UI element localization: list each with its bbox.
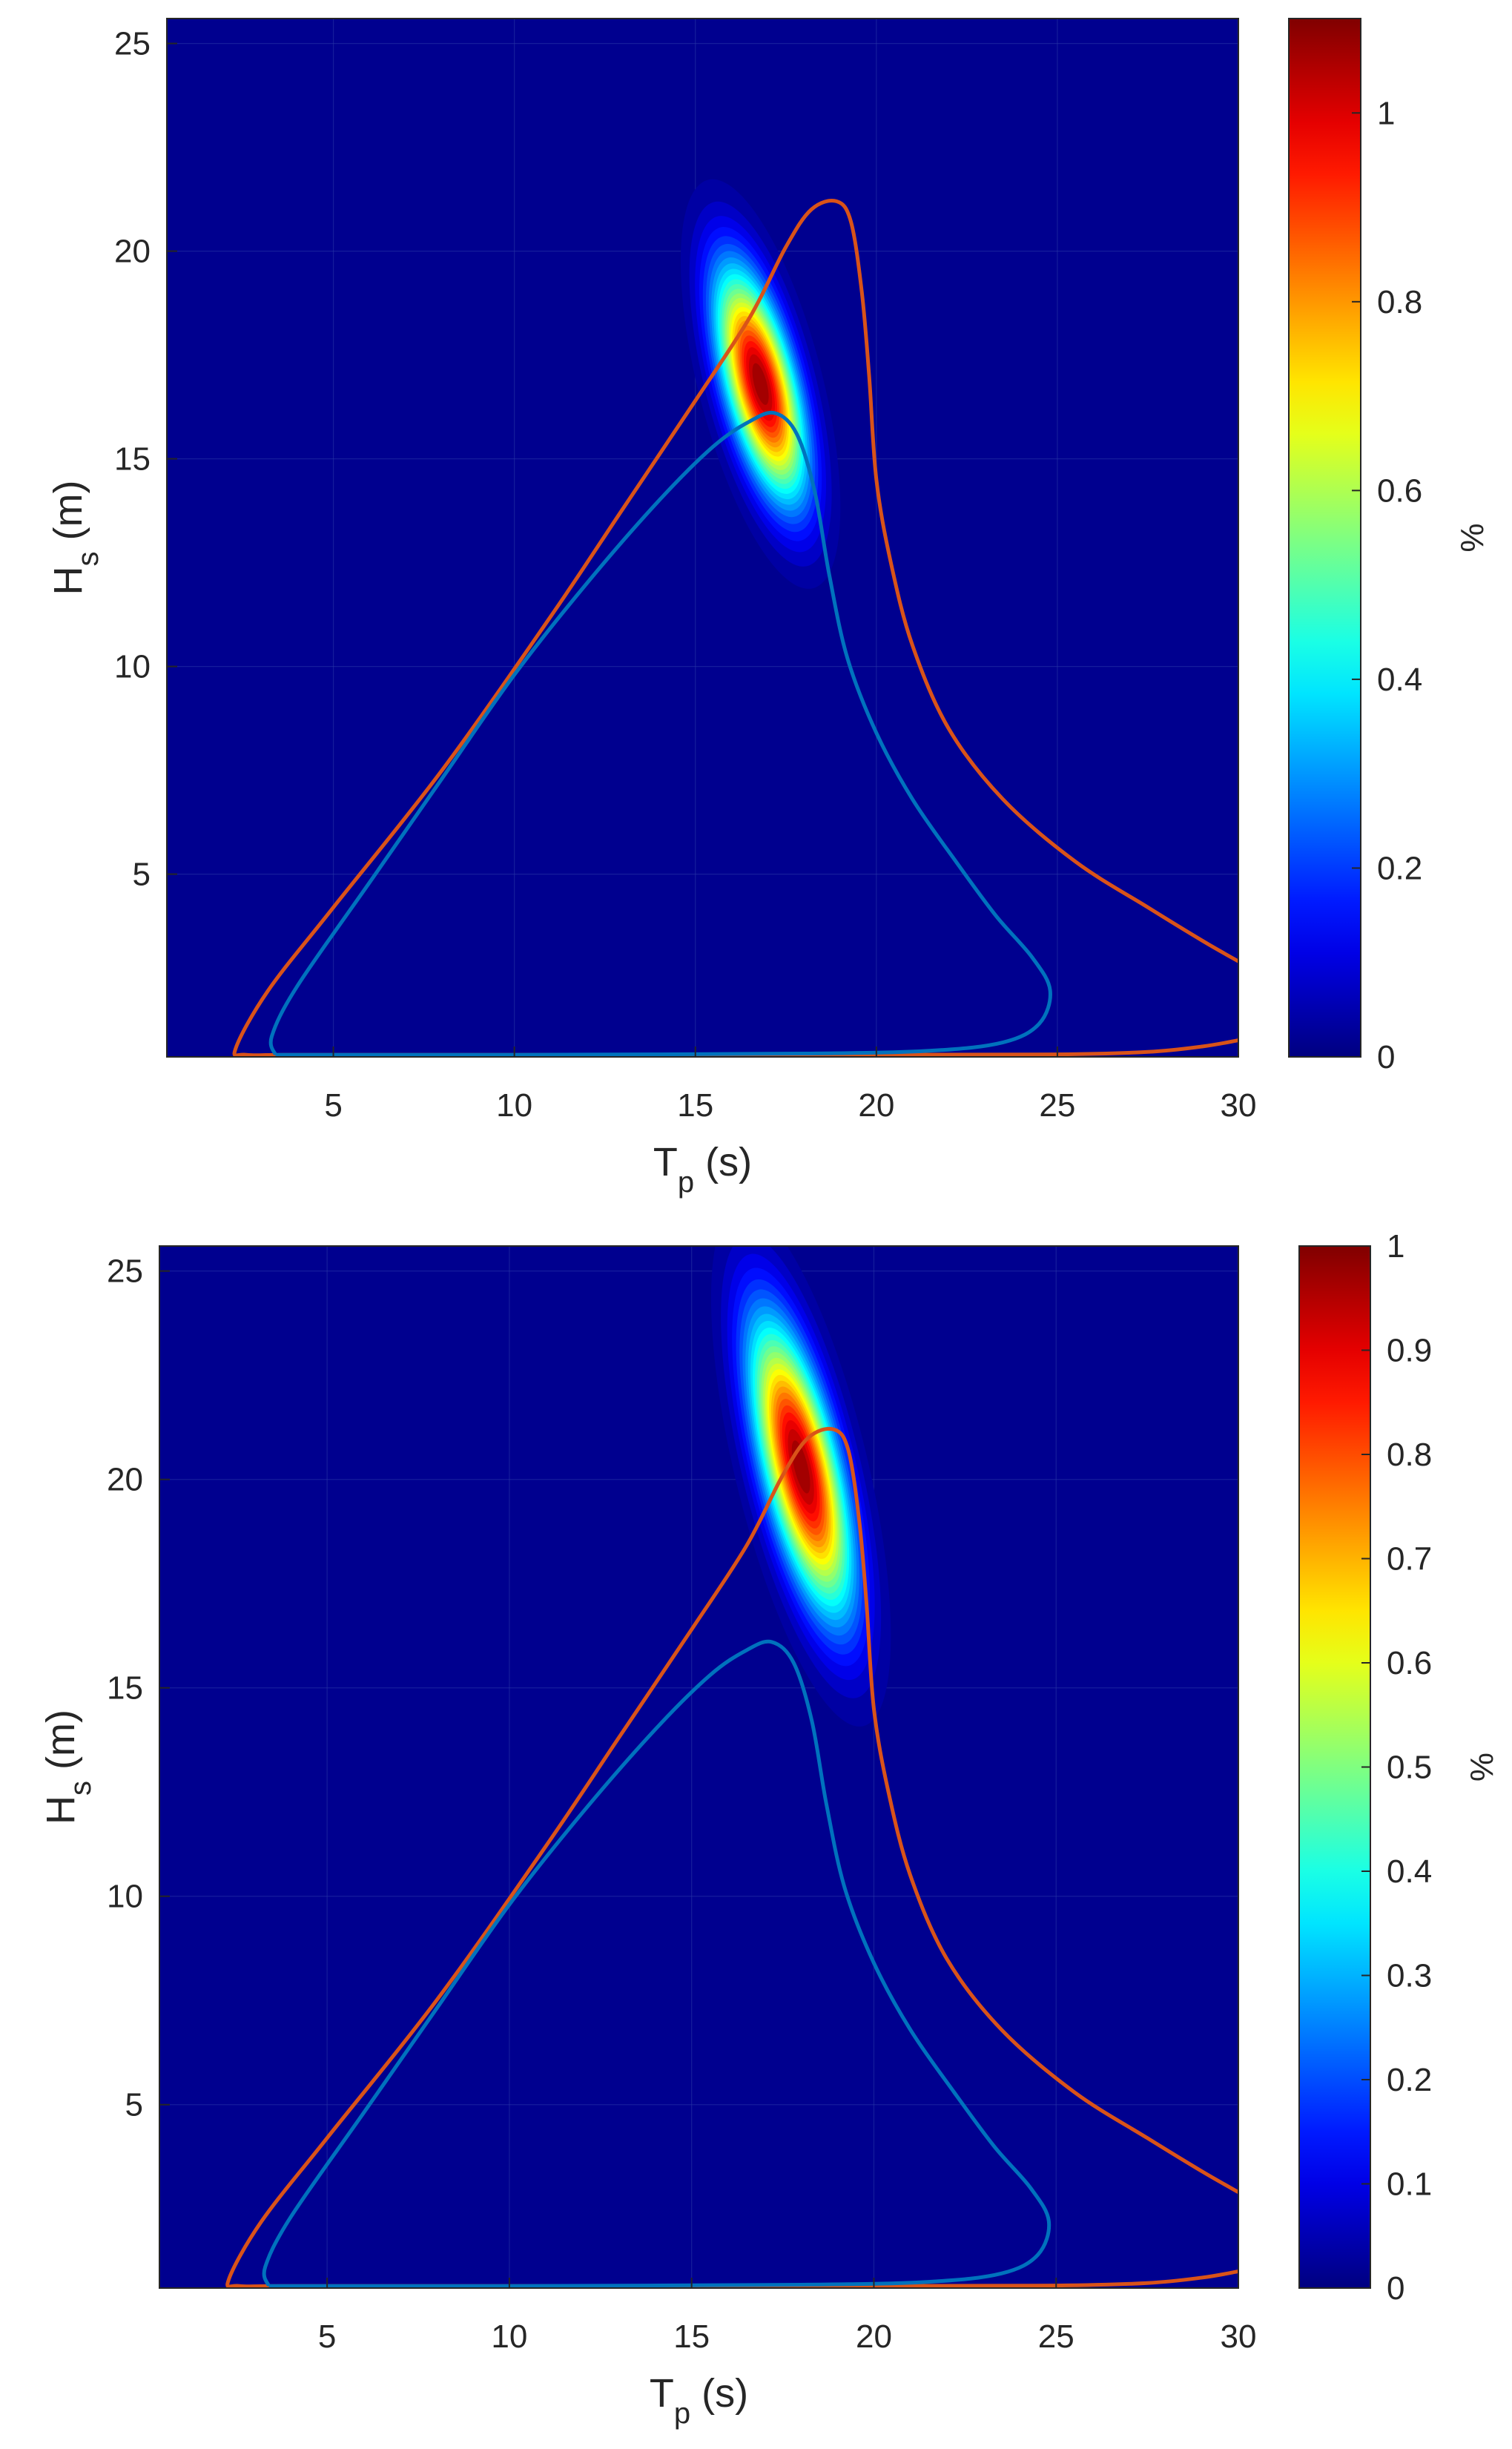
panel2-colorbar: 0 0.1 0.2 0.3 0.4 0.5 0.6 0.7 0.8 0.9 1%	[1298, 1228, 1500, 2307]
panel1-y-tick-label: 5	[133, 857, 151, 893]
panel1-density-level	[752, 363, 769, 405]
panel2-x-tick-label: 10	[491, 2318, 527, 2355]
panel1-colorbar-tick-label: 0.6	[1377, 472, 1422, 509]
panel2-x-tick-label: 30	[1221, 2318, 1257, 2355]
panel2-density-contours	[710, 1246, 891, 1727]
panel1-colorbar-tick-label: 0.4	[1377, 662, 1422, 698]
panel1-x-tick-label: 30	[1221, 1087, 1257, 1124]
panel1-x-tick-label: 25	[1039, 1087, 1075, 1124]
panel1-x-axis-label: Tp (s)	[653, 1140, 752, 1199]
panel1-density-contours	[680, 179, 841, 589]
panel2-x-tick-label: 5	[318, 2318, 336, 2355]
panel1-colorbar-label: %	[1454, 523, 1490, 552]
panel1-plot-background	[167, 19, 1238, 1057]
panel2-x-tick-label: 25	[1038, 2318, 1074, 2355]
panel2-y-axis-label: Hs (m)	[39, 1710, 97, 1825]
panel1-y-axis-label: Hs (m)	[46, 481, 105, 596]
panel1-x-tick-label: 20	[858, 1087, 894, 1124]
panel2-x-tick-label: 15	[673, 2318, 710, 2355]
panel1-y-tick-label: 15	[114, 441, 151, 478]
panel2-y-tick-label: 15	[107, 1670, 143, 1707]
panel1-y-tick-label: 10	[114, 649, 151, 685]
panel2-plot-background	[159, 1246, 1238, 2288]
panel1-y-tick-label: 25	[114, 26, 151, 62]
panel2-x-tick-label: 20	[856, 2318, 892, 2355]
panel2-colorbar-tick-label: 0.7	[1387, 1541, 1432, 1578]
panel1-colorbar-gradient	[1288, 18, 1361, 1058]
panel1-x-tick-label: 10	[496, 1087, 532, 1124]
panel1-axes-frame	[166, 18, 1239, 1058]
panel2-colorbar-tick-label: 0.5	[1387, 1750, 1432, 1786]
panel2-colorbar-tick-label: 0.9	[1387, 1333, 1432, 1369]
panel2-colorbar-tick-label: 0.1	[1387, 2166, 1432, 2203]
panel2-colorbar-gradient	[1298, 1245, 1371, 2289]
panel2-y-tick-label: 20	[107, 1462, 143, 1498]
panel1-colorbar: 0 0.2 0.4 0.6 0.8 1%	[1288, 18, 1490, 1075]
panel1-x-tick-label: 5	[324, 1087, 342, 1124]
panel2-colorbar-tick-label: 0.2	[1387, 2062, 1432, 2098]
panel2-colorbar-tick-label: 1	[1387, 1228, 1404, 1265]
panel1-y-tick-label: 20	[114, 234, 151, 270]
panel2-y-tick-label: 5	[125, 2087, 143, 2123]
panel2-colorbar-tick-label: 0	[1387, 2270, 1404, 2307]
panel2-axes-frame	[159, 1245, 1239, 2289]
panel1-colorbar-tick-label: 0.8	[1377, 284, 1422, 320]
panel1-colorbar-tick-label: 0	[1377, 1039, 1395, 1075]
panel1-colorbar-tick-label: 1	[1377, 95, 1395, 131]
panel1-colorbar-tick-label: 0.2	[1377, 850, 1422, 886]
panel2-colorbar-label: %	[1464, 1753, 1500, 1781]
panel2-colorbar-tick-label: 0.4	[1387, 1853, 1432, 1890]
panel1-x-tick-label: 15	[677, 1087, 713, 1124]
panel2-y-tick-label: 10	[107, 1879, 143, 1915]
panel2-colorbar-tick-label: 0.3	[1387, 1958, 1432, 1994]
panel2-colorbar-tick-label: 0.6	[1387, 1645, 1432, 1681]
panel2-y-tick-label: 25	[107, 1253, 143, 1290]
panel2-x-axis-label: Tp (s)	[650, 2371, 748, 2430]
panel2-colorbar-tick-label: 0.8	[1387, 1437, 1432, 1473]
